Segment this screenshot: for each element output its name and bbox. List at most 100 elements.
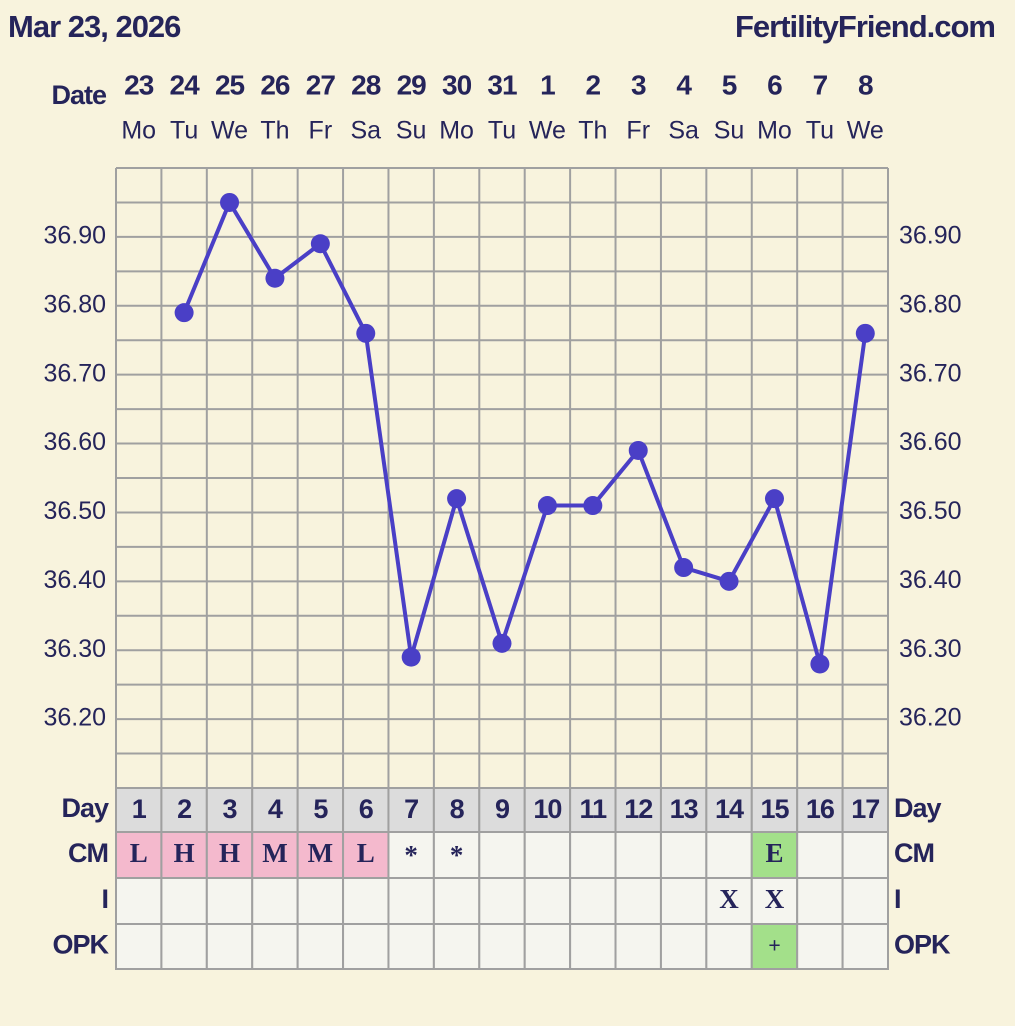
- cycle-day: 14: [715, 794, 744, 824]
- date-label: 7: [813, 69, 828, 100]
- chart-date: Mar 23, 2026: [8, 9, 181, 44]
- y-tick-label: 36.30: [43, 635, 106, 663]
- cycle-day: 10: [533, 794, 561, 824]
- weekday-label: Sa: [668, 117, 699, 145]
- weekday-label: Su: [396, 117, 427, 145]
- cm-entry: *: [404, 840, 418, 870]
- weekday-label: Sa: [350, 117, 381, 145]
- weekday-label: Th: [260, 117, 289, 145]
- temperature-point: [537, 496, 557, 516]
- cycle-day: 11: [580, 794, 608, 824]
- table-cell: [342, 877, 390, 925]
- row-label: Date: [51, 80, 107, 110]
- table-cell: [342, 787, 390, 833]
- table-cell: [296, 787, 345, 833]
- site-name: FertilityFriend.com: [735, 9, 995, 44]
- temperature-point: [447, 489, 467, 509]
- date-label: 3: [631, 69, 646, 100]
- table-cell: [115, 831, 163, 879]
- temperature-point: [401, 647, 421, 667]
- table-cell: [614, 831, 662, 879]
- y2-tick-label: 36.20: [899, 704, 962, 732]
- y-tick-label: 36.50: [43, 497, 106, 525]
- table-cell: [523, 923, 572, 970]
- weekday-label: Fr: [309, 117, 333, 145]
- table-cell: [659, 877, 708, 925]
- y2-tick-label: 36.50: [899, 497, 962, 525]
- date-label: 1: [540, 69, 555, 100]
- table-cell: [251, 831, 299, 879]
- temperature-point: [310, 234, 330, 254]
- table-cell: [432, 923, 481, 970]
- row-label: Day: [61, 793, 109, 823]
- weekday-label: Tu: [488, 117, 516, 145]
- temperature-point: [583, 496, 603, 516]
- table-cell: [659, 831, 708, 879]
- temperature-point: [810, 654, 830, 674]
- date-label: 23: [124, 69, 154, 100]
- y2-tick-label: 36.60: [899, 428, 962, 456]
- table-cell: [205, 923, 254, 970]
- weekday-label: Mo: [757, 117, 792, 145]
- temperature-point: [628, 440, 648, 460]
- temperature-point: [764, 489, 784, 509]
- cm-entry: L: [130, 838, 148, 868]
- temperature-point: [220, 192, 240, 212]
- temperature-point: [356, 323, 376, 343]
- weekday-label: Mo: [121, 117, 156, 145]
- table-cell: [478, 923, 526, 970]
- table-cell: [841, 923, 890, 970]
- cycle-day: 17: [851, 794, 879, 824]
- date-label: 4: [676, 69, 692, 100]
- date-label: 26: [260, 69, 290, 100]
- table-cell: [296, 831, 345, 879]
- date-label: 31: [487, 69, 517, 100]
- y2-tick-label: 36.40: [899, 566, 962, 594]
- cycle-day: 3: [223, 794, 238, 824]
- temperature-point: [674, 558, 694, 578]
- y-tick-label: 36.60: [43, 428, 106, 456]
- weekday-label: Tu: [806, 117, 834, 145]
- table-cell: [796, 877, 844, 925]
- table-cell: [296, 923, 345, 970]
- table-cell: [750, 787, 799, 833]
- table-cell: [296, 877, 345, 925]
- y-tick-label: 36.20: [43, 704, 106, 732]
- date-label: 8: [858, 69, 873, 100]
- i-entry: X: [719, 884, 739, 914]
- table-cell: [251, 877, 299, 925]
- date-label: 24: [170, 69, 201, 100]
- table-cell: [342, 923, 390, 970]
- row-label: CM: [68, 838, 108, 868]
- table-cell: [569, 831, 617, 879]
- table-cell: [614, 923, 662, 970]
- weekday-label: Su: [714, 117, 745, 145]
- temperature-point: [492, 633, 512, 653]
- weekday-label: Fr: [626, 117, 650, 145]
- table-cell: [432, 787, 481, 833]
- table-cell: [387, 877, 435, 925]
- y-tick-label: 36.70: [43, 359, 106, 387]
- cm-entry: E: [765, 838, 783, 868]
- cycle-day: 7: [404, 794, 418, 824]
- row-label: OPK: [52, 930, 109, 960]
- table-cell: [569, 787, 617, 833]
- date-label: 5: [722, 69, 737, 100]
- temperature-line: [182, 200, 868, 666]
- temperature-point: [265, 268, 285, 288]
- date-label: 29: [397, 69, 427, 100]
- table-cell: [659, 923, 708, 970]
- table-cell: [705, 831, 753, 879]
- cycle-day: 5: [313, 794, 328, 824]
- date-label: 27: [306, 69, 336, 100]
- table-cell: [796, 923, 844, 970]
- table-cell: [387, 923, 435, 970]
- weekday-label: We: [847, 117, 884, 145]
- date-label: 30: [442, 69, 472, 100]
- temperature-point: [855, 323, 875, 343]
- table-cell: [478, 877, 526, 925]
- weekday-label: We: [211, 117, 248, 145]
- table-cell: [841, 877, 890, 925]
- row-label: CM: [894, 838, 934, 868]
